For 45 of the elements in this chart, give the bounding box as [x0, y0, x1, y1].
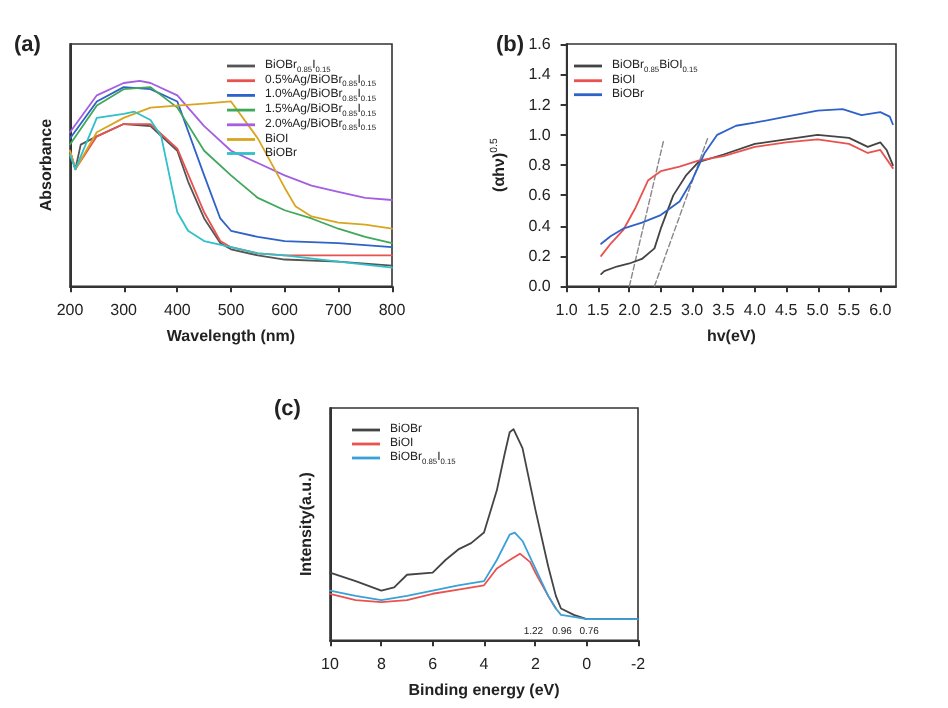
x-tick-label: 6.0 [869, 301, 893, 320]
x-tick-label: 0 [582, 655, 593, 674]
y-axis-title: Absorbance [37, 117, 55, 212]
line-series [600, 133, 894, 275]
x-tick-label: 5.0 [806, 301, 830, 320]
chart-title: (c) [274, 397, 302, 421]
y-tick-label: 0.0 [528, 277, 552, 296]
x-tick-label: 400 [163, 301, 192, 320]
x-axis-title: Wavelength (nm) [166, 327, 296, 345]
y-tick-label: 1.4 [528, 65, 552, 84]
line-series [600, 138, 894, 257]
line-series [600, 108, 894, 245]
x-tick-label: 4.5 [775, 301, 799, 320]
x-tick-label: 5.5 [837, 301, 862, 320]
chart-title: (b) [496, 33, 525, 57]
y-tick-label: 0.8 [528, 156, 552, 175]
x-tick-label: 600 [271, 301, 300, 320]
x-tick-label: 4 [479, 655, 490, 674]
x-tick-label: 500 [217, 301, 246, 320]
y-tick-label: 1.2 [528, 95, 552, 114]
y-tick-label: 0.2 [528, 246, 552, 265]
x-tick-label: 2.0 [618, 301, 642, 320]
y-tick-label: 1.6 [528, 35, 552, 53]
x-tick-label: 300 [110, 301, 139, 320]
y-tick-label: 0.6 [528, 186, 552, 205]
x-axis-title: hv(eV) [706, 327, 757, 345]
x-tick-label: 2 [530, 655, 541, 674]
y-tick-label: 0.4 [528, 216, 552, 235]
x-tick-label: 2.5 [649, 301, 673, 320]
x-tick-label: 3.0 [680, 301, 705, 320]
x-tick-label: 10 [321, 655, 340, 674]
x-tick-label: 4.0 [743, 301, 768, 320]
x-tick-label: 800 [378, 301, 407, 320]
x-tick-label: -2 [630, 655, 647, 674]
x-tick-label: 1.5 [586, 301, 611, 320]
x-tick-label: 8 [376, 655, 387, 674]
x-tick-label: 200 [56, 301, 85, 320]
x-tick-label: 3.5 [712, 301, 736, 320]
chart-title: (a) [14, 33, 42, 57]
x-axis-title: Binding energy (eV) [408, 681, 561, 699]
x-tick-label: 700 [324, 301, 353, 320]
x-tick-label: 1.0 [555, 301, 579, 320]
x-tick-label: 6 [428, 655, 439, 674]
y-tick-label: 1.0 [528, 125, 552, 144]
y-axis-title: Intensity(a.u.) [297, 471, 315, 577]
